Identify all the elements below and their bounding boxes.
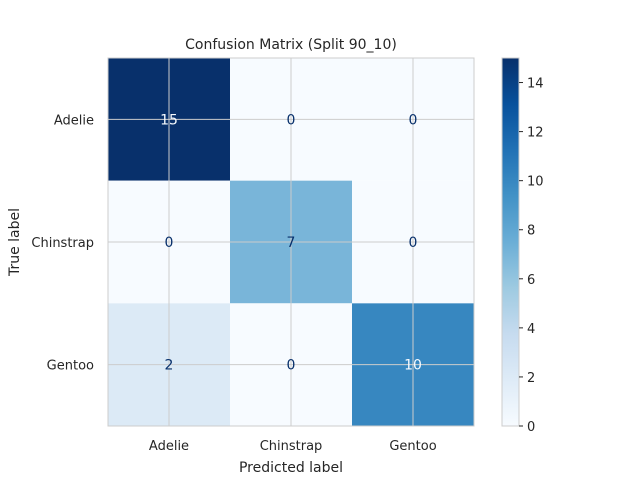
colorbar: [501, 57, 520, 427]
x-tick-label: Gentoo: [389, 439, 436, 454]
y-tick-label: Adelie: [54, 113, 94, 128]
cell-value-label: 0: [287, 358, 296, 374]
x-tick-label: Chinstrap: [260, 439, 323, 454]
cell-value-label: 0: [287, 112, 296, 128]
plot-frame: [107, 57, 475, 427]
cell-value-label: 2: [165, 358, 174, 374]
colorbar-tick-label: 0: [527, 420, 535, 435]
colorbar-tick-label: 4: [527, 322, 535, 337]
y-tick-labels: Adelie Chinstrap Gentoo: [31, 113, 94, 373]
x-axis-label: Predicted label: [239, 460, 343, 476]
colorbar-tick-label: 8: [527, 224, 535, 239]
colorbar-ticks: 0 2 4 6 8 10 12 14: [519, 77, 544, 435]
cell-value-label: 0: [165, 235, 174, 251]
colorbar-tick-label: 12: [527, 126, 544, 141]
y-tick-label: Gentoo: [47, 359, 94, 374]
x-tick-labels: Adelie Chinstrap Gentoo: [149, 439, 437, 454]
cell-value-label: 10: [404, 358, 422, 374]
cell-value-label: 7: [287, 235, 296, 251]
y-tick-label: Chinstrap: [31, 236, 94, 251]
x-tick-label: Adelie: [149, 439, 189, 454]
colorbar-tick-label: 10: [527, 175, 544, 190]
cell-value-label: 0: [409, 235, 418, 251]
colorbar-tick-label: 6: [527, 273, 535, 288]
chart-title: Confusion Matrix (Split 90_10): [185, 37, 397, 53]
colorbar-tick-label: 2: [527, 371, 535, 386]
cell-value-label: 0: [409, 112, 418, 128]
y-axis-label: True label: [7, 208, 23, 277]
cell-value-label: 15: [160, 112, 178, 128]
heatmap-gridlines: [108, 58, 474, 426]
colorbar-tick-label: 14: [527, 77, 544, 92]
